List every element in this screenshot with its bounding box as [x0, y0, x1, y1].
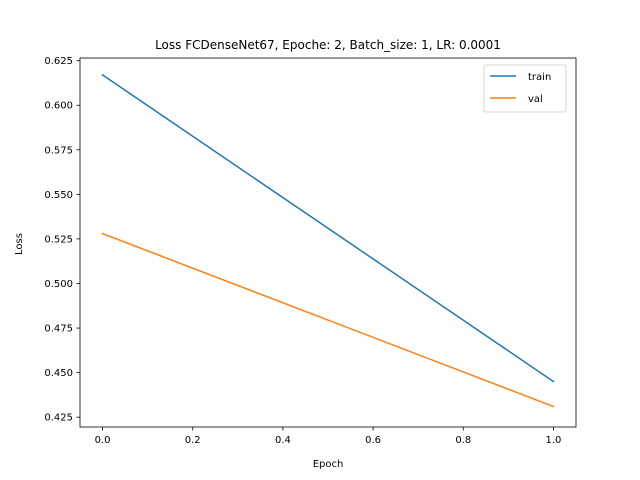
- y-tick-label: 0.550: [44, 190, 73, 201]
- x-tick-label: 1.0: [546, 435, 562, 446]
- legend-box: [483, 64, 567, 113]
- x-tick-label: 0.8: [455, 435, 471, 446]
- series-line-train: [101, 73, 555, 383]
- y-tick-label: 0.600: [44, 101, 73, 112]
- x-tick-label: 0.6: [365, 435, 381, 446]
- y-axis-label: Loss: [14, 233, 25, 255]
- legend: train val: [483, 64, 567, 113]
- y-tick-label: 0.500: [44, 279, 73, 290]
- chart-title: Loss FCDenseNet67, Epoche: 2, Batch_size…: [155, 38, 501, 52]
- series-lines: [101, 73, 555, 408]
- axes-frame: [79, 57, 577, 428]
- x-tick-label: 0.4: [275, 435, 291, 446]
- legend-label-train: train: [528, 72, 551, 83]
- x-tick-label: 0.2: [185, 435, 201, 446]
- y-tick-label: 0.425: [44, 413, 73, 424]
- legend-label-val: val: [528, 94, 543, 105]
- y-tick-label: 0.625: [44, 56, 73, 67]
- y-tick-label: 0.475: [44, 324, 73, 335]
- x-tick-label: 0.0: [95, 435, 111, 446]
- y-tick-label: 0.525: [44, 234, 73, 245]
- y-tick-label: 0.450: [44, 368, 73, 379]
- series-line-val: [101, 232, 555, 408]
- y-tick-label: 0.575: [44, 145, 73, 156]
- plot-area: 0.0 0.2 0.4 0.6 0.8 1.0 0.425 0.450 0.475 0.500 0.…: [44, 56, 577, 446]
- x-axis-label: Epoch: [313, 459, 344, 470]
